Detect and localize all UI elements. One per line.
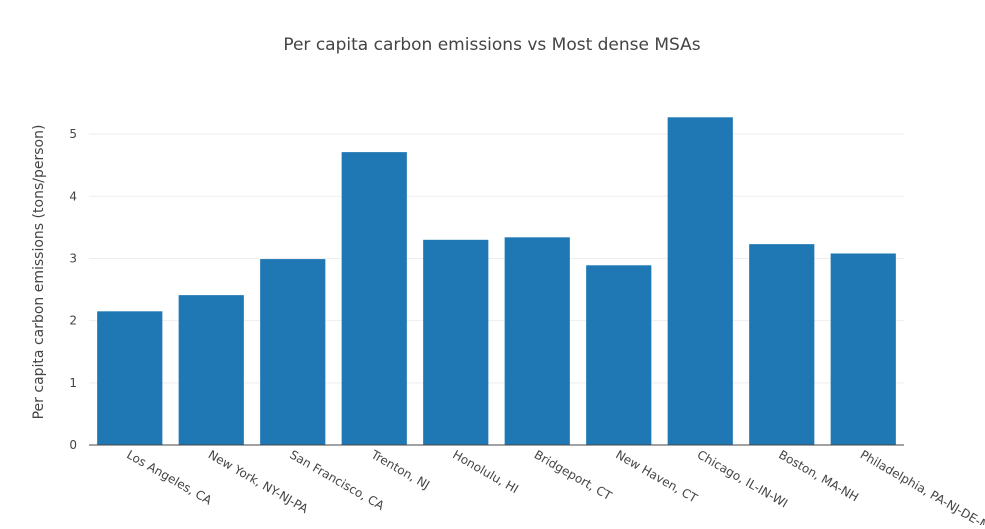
- bar: [830, 253, 896, 445]
- bar: [504, 237, 570, 445]
- x-tick-label: Trenton, NJ: [368, 447, 432, 492]
- y-tick-label: 1: [69, 376, 77, 390]
- bar: [260, 259, 326, 445]
- bar: [586, 265, 652, 445]
- bar: [178, 295, 244, 445]
- y-tick-label: 5: [69, 127, 77, 141]
- bar: [749, 244, 815, 445]
- x-tick-label: Los Angeles, CA: [124, 447, 215, 507]
- y-tick-label: 4: [69, 189, 77, 203]
- bar: [97, 311, 163, 445]
- y-tick-label: 3: [69, 251, 77, 265]
- bar: [423, 239, 489, 445]
- x-tick-label: New Haven, CT: [613, 447, 700, 505]
- y-axis-label: Per capita carbon emissions (tons/person…: [31, 125, 47, 420]
- x-tick-label: Boston, MA-NH: [776, 447, 861, 504]
- chart-title: Per capita carbon emissions vs Most dens…: [283, 35, 700, 55]
- y-tick-label: 0: [69, 438, 77, 452]
- bar: [667, 117, 733, 445]
- x-tick-label: Chicago, IL-IN-WI: [695, 447, 790, 510]
- y-tick-label: 2: [69, 314, 77, 328]
- x-tick-label: Bridgeport, CT: [532, 447, 615, 503]
- y-axis-ticks: 0 1 2 3 4 5: [69, 127, 77, 452]
- x-tick-label: Honolulu, HI: [450, 447, 521, 496]
- bars: [97, 117, 896, 445]
- x-tick-label: Philadelphia, PA-NJ-DE-MD: [858, 447, 985, 525]
- bar: [341, 152, 407, 445]
